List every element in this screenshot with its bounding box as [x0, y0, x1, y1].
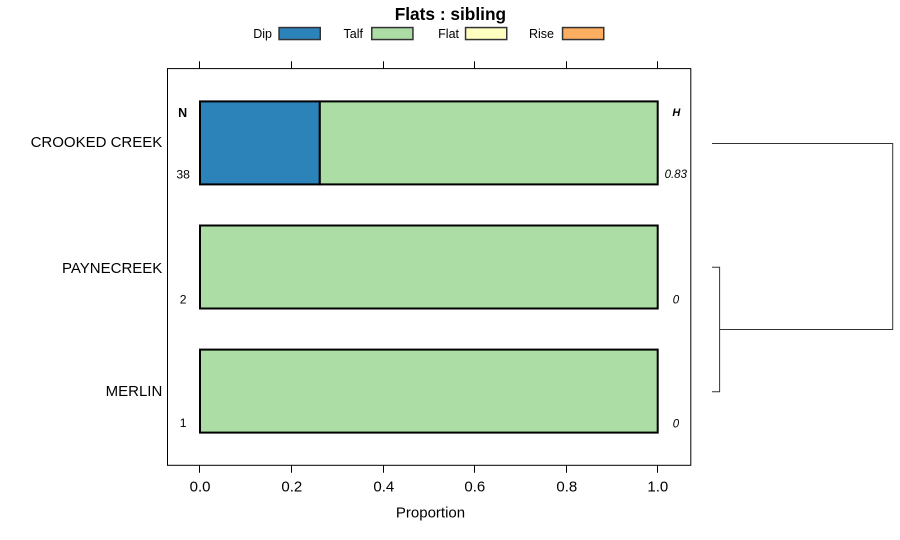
- svg-text:38: 38: [176, 168, 190, 182]
- svg-text:Dip: Dip: [253, 27, 272, 41]
- svg-text:0.4: 0.4: [373, 478, 394, 495]
- svg-text:0: 0: [673, 418, 680, 430]
- svg-text:0.0: 0.0: [190, 478, 211, 495]
- svg-text:H: H: [672, 107, 681, 119]
- svg-text:0.6: 0.6: [464, 478, 485, 495]
- svg-text:MERLIN: MERLIN: [106, 383, 163, 400]
- svg-text:Talf: Talf: [344, 27, 364, 41]
- svg-text:0.2: 0.2: [281, 478, 302, 495]
- svg-text:Rise: Rise: [529, 27, 554, 41]
- svg-text:1: 1: [180, 416, 187, 430]
- svg-text:0.83: 0.83: [665, 169, 688, 181]
- svg-text:0.8: 0.8: [556, 478, 577, 495]
- svg-text:N: N: [178, 106, 187, 120]
- svg-text:2: 2: [180, 292, 187, 306]
- svg-text:Proportion: Proportion: [396, 505, 465, 522]
- svg-text:1.0: 1.0: [647, 478, 668, 495]
- svg-text:0: 0: [673, 294, 680, 306]
- svg-text:CROOKED CREEK: CROOKED CREEK: [31, 134, 163, 151]
- svg-text:PAYNECREEK: PAYNECREEK: [62, 260, 162, 277]
- svg-text:Flat: Flat: [438, 27, 459, 41]
- svg-text:Flats : sibling: Flats : sibling: [395, 4, 506, 24]
